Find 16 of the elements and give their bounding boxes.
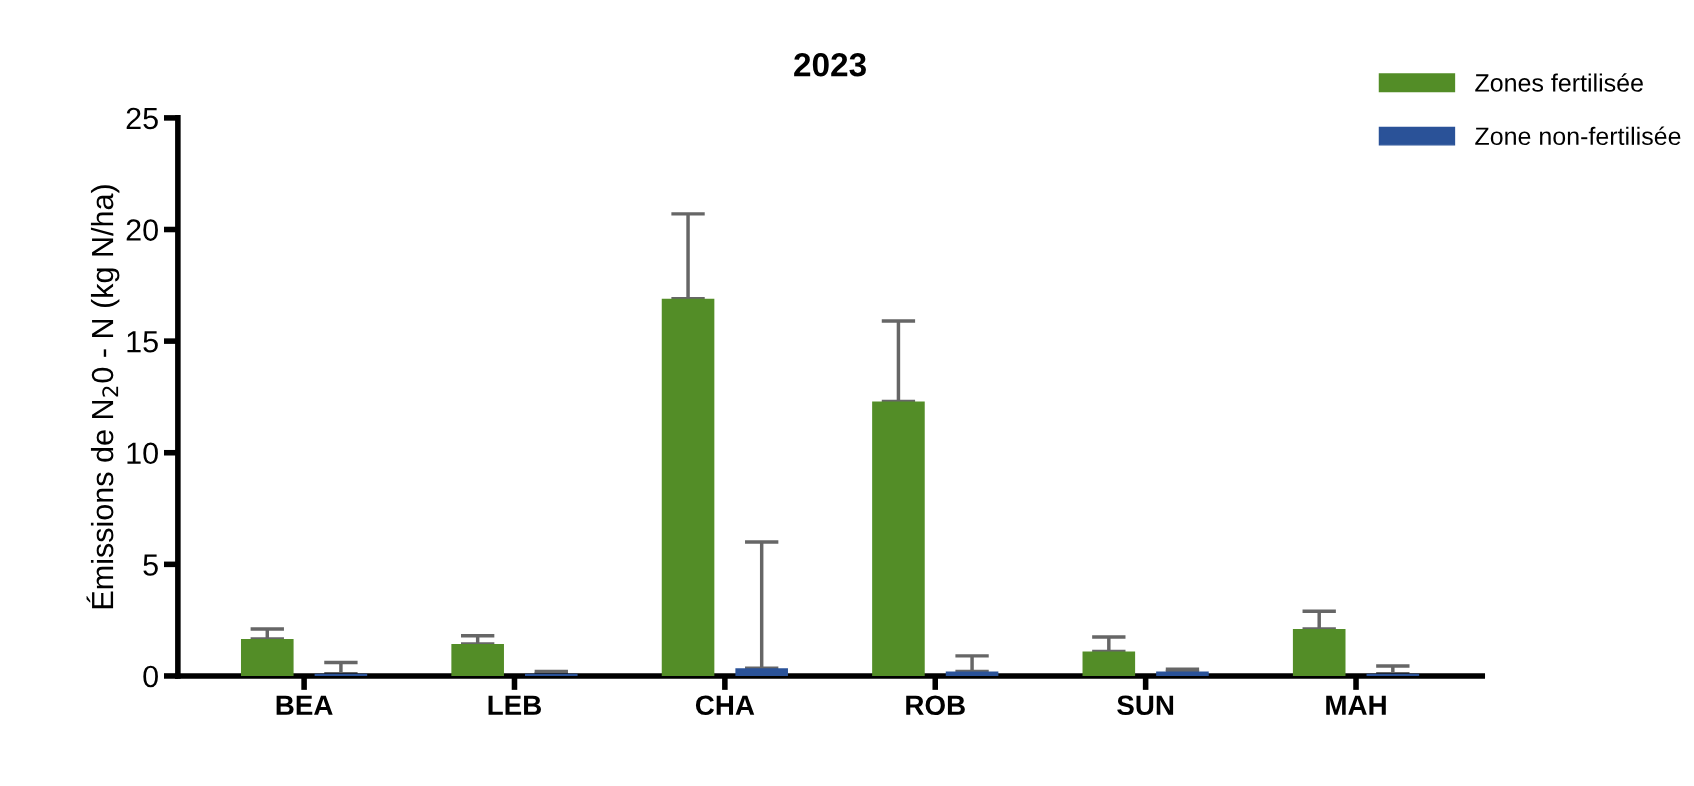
- y-tick-label: 20: [126, 219, 158, 241]
- legend-label: Zones fertilisée: [1475, 73, 1643, 92]
- y-tick-label: 0: [143, 665, 158, 688]
- y-tick-label: 5: [143, 554, 158, 576]
- x-tick-label: BEA: [276, 695, 333, 715]
- y-tick-label: 15: [127, 331, 158, 353]
- x-tick-label: SUN: [1117, 695, 1174, 716]
- x-tick-label: MAH: [1326, 695, 1386, 715]
- y-tick-label: 25: [126, 107, 158, 130]
- y-tick-label: 10: [127, 442, 158, 465]
- legend-label: Zone non-fertilisée: [1475, 126, 1681, 146]
- y-axis-title: Émissions de N$_{2}$0 - N (kg N/ha): [86, 185, 120, 609]
- x-tick-label: ROB: [906, 695, 965, 716]
- x-tick-label: LEB: [488, 695, 541, 715]
- x-tick-label: CHA: [695, 695, 755, 716]
- chart-title: 2023: [794, 52, 866, 77]
